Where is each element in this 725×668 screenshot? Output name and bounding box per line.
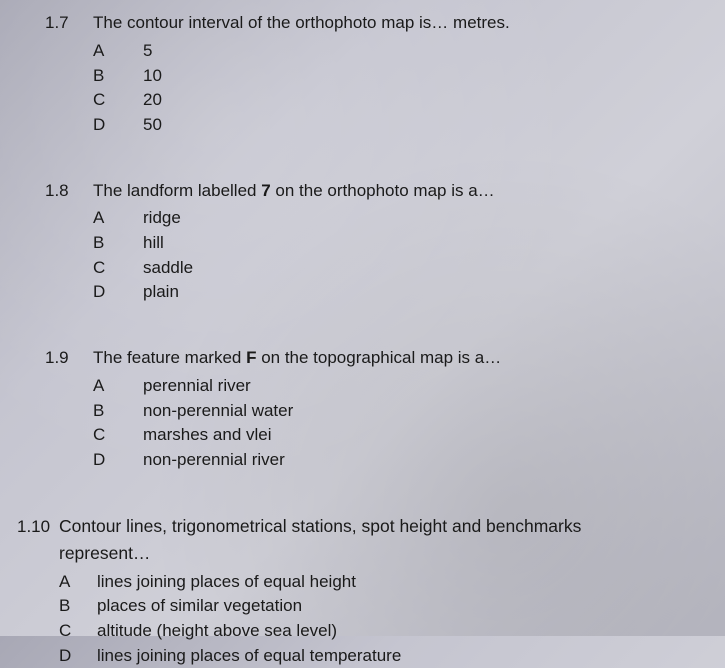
option-value: ridge — [143, 206, 700, 231]
question-text-before: The landform labelled — [93, 181, 261, 200]
option-letter: A — [93, 206, 143, 231]
option-row: D lines joining places of equal temperat… — [59, 644, 700, 668]
option-letter: B — [59, 594, 97, 619]
question-text: Contour lines, trigonometrical stations,… — [59, 515, 700, 539]
option-row: B places of similar vegetation — [59, 594, 700, 619]
option-value: 50 — [143, 113, 700, 138]
question-number: 1.8 — [45, 181, 93, 201]
option-value: 20 — [143, 88, 700, 113]
option-value: 10 — [143, 64, 700, 89]
option-value: lines joining places of equal temperatur… — [97, 644, 700, 668]
question-text-after: on the orthophoto map is a… — [271, 181, 495, 200]
question-text-before: The feature marked — [93, 348, 246, 367]
question-1-10: 1.10 Contour lines, trigonometrical stat… — [17, 515, 700, 668]
option-value: lines joining places of equal height — [97, 570, 700, 595]
question-number: 1.10 — [17, 517, 59, 537]
option-row: C 20 — [93, 88, 700, 113]
question-text: The feature marked F on the topographica… — [93, 347, 700, 370]
option-row: A perennial river — [93, 374, 700, 399]
question-text-bold: 7 — [261, 181, 270, 200]
question-1-9: 1.9 The feature marked F on the topograp… — [45, 347, 700, 473]
question-1-8: 1.8 The landform labelled 7 on the ortho… — [45, 180, 700, 306]
option-letter: A — [93, 39, 143, 64]
option-row: C altitude (height above sea level) — [59, 619, 700, 644]
question-text: The landform labelled 7 on the orthophot… — [93, 180, 700, 203]
options-list: A ridge B hill C saddle D plain — [93, 206, 700, 305]
option-letter: B — [93, 399, 143, 424]
option-letter: C — [93, 88, 143, 113]
option-letter: C — [59, 619, 97, 644]
question-text-bold: F — [246, 348, 256, 367]
option-row: A ridge — [93, 206, 700, 231]
option-letter: C — [93, 256, 143, 281]
question-number: 1.7 — [45, 13, 93, 33]
option-row: A 5 — [93, 39, 700, 64]
question-line: 1.7 The contour interval of the orthopho… — [45, 12, 700, 35]
option-row: D plain — [93, 280, 700, 305]
option-value: non-perennial water — [143, 399, 700, 424]
option-value: altitude (height above sea level) — [97, 619, 700, 644]
option-letter: B — [93, 64, 143, 89]
question-text-line2: represent… — [59, 542, 700, 566]
question-text-after: metres. — [453, 13, 510, 32]
option-row: B non-perennial water — [93, 399, 700, 424]
option-letter: A — [93, 374, 143, 399]
question-text-before: The contour interval of the orthophoto m… — [93, 13, 453, 32]
option-letter: D — [93, 113, 143, 138]
option-row: A lines joining places of equal height — [59, 570, 700, 595]
option-value: non-perennial river — [143, 448, 700, 473]
option-letter: B — [93, 231, 143, 256]
option-value: saddle — [143, 256, 700, 281]
question-text-after: on the topographical map is a… — [256, 348, 501, 367]
option-letter: D — [93, 448, 143, 473]
option-value: perennial river — [143, 374, 700, 399]
option-row: C saddle — [93, 256, 700, 281]
question-1-7: 1.7 The contour interval of the orthopho… — [45, 12, 700, 138]
option-row: D non-perennial river — [93, 448, 700, 473]
option-value: places of similar vegetation — [97, 594, 700, 619]
question-line: 1.9 The feature marked F on the topograp… — [45, 347, 700, 370]
option-letter: C — [93, 423, 143, 448]
option-value: hill — [143, 231, 700, 256]
option-letter: D — [59, 644, 97, 668]
option-row: D 50 — [93, 113, 700, 138]
option-value: marshes and vlei — [143, 423, 700, 448]
question-text: The contour interval of the orthophoto m… — [93, 12, 700, 35]
options-list: A perennial river B non-perennial water … — [93, 374, 700, 473]
option-row: C marshes and vlei — [93, 423, 700, 448]
question-text-before: Contour lines, trigonometrical stations,… — [59, 516, 581, 536]
question-number: 1.9 — [45, 348, 93, 368]
option-value: 5 — [143, 39, 700, 64]
option-value: plain — [143, 280, 700, 305]
option-letter: D — [93, 280, 143, 305]
options-list: A lines joining places of equal height B… — [59, 570, 700, 668]
option-letter: A — [59, 570, 97, 595]
question-line: 1.10 Contour lines, trigonometrical stat… — [17, 515, 700, 539]
options-list: A 5 B 10 C 20 D 50 — [93, 39, 700, 138]
question-line: 1.8 The landform labelled 7 on the ortho… — [45, 180, 700, 203]
option-row: B 10 — [93, 64, 700, 89]
option-row: B hill — [93, 231, 700, 256]
